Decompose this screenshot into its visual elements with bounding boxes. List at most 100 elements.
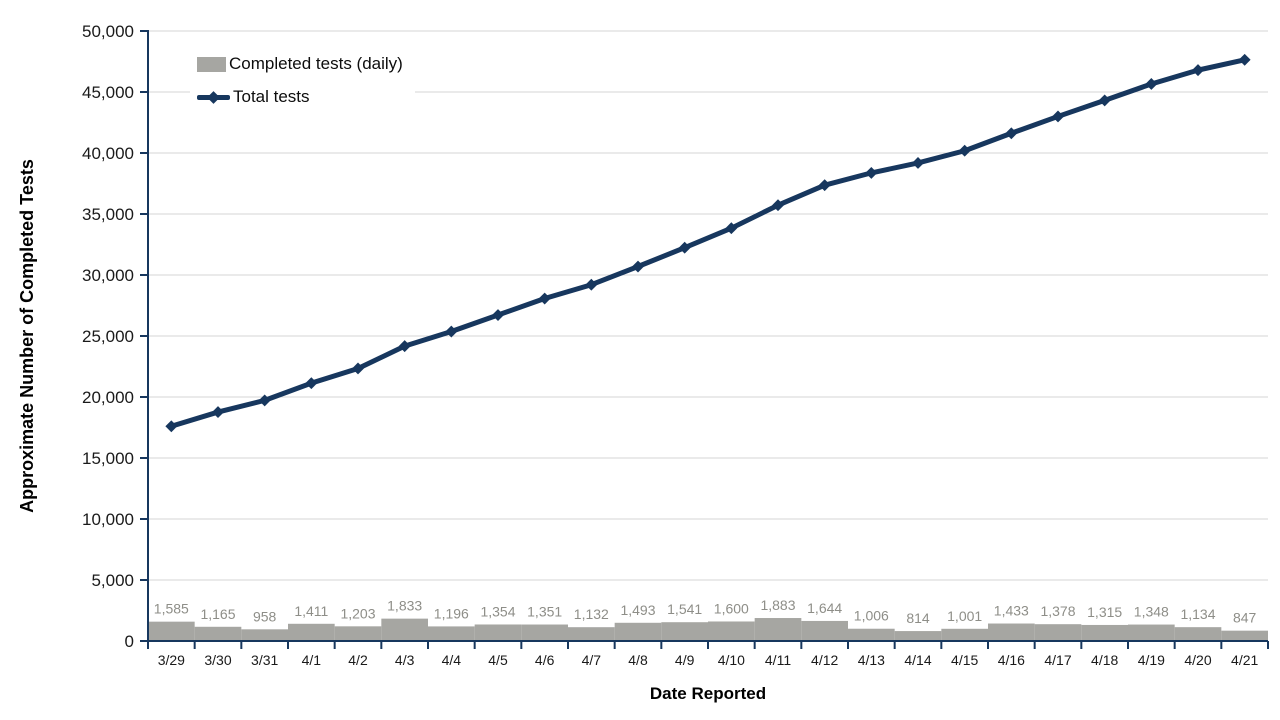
x-tick-label: 4/8	[628, 652, 648, 668]
bar	[148, 621, 195, 641]
bar	[241, 629, 288, 641]
bar-value-label: 1,433	[994, 603, 1029, 619]
x-tick-label: 4/10	[718, 652, 745, 668]
legend-label-daily-tests: Completed tests (daily)	[229, 54, 403, 73]
x-tick-label: 4/18	[1091, 652, 1118, 668]
legend-item-daily-tests: Completed tests (daily)	[197, 51, 403, 77]
bar-value-label: 1,354	[480, 603, 515, 619]
y-tick-label: 45,000	[82, 83, 134, 102]
bar	[988, 623, 1035, 641]
bar-value-label: 1,351	[527, 604, 562, 620]
bar	[848, 628, 895, 641]
x-tick-label: 4/21	[1231, 652, 1258, 668]
x-tick-label: 4/4	[442, 652, 462, 668]
x-axis-title: Date Reported	[649, 684, 767, 703]
x-tick-label: 4/16	[998, 652, 1025, 668]
y-tick-label: 25,000	[82, 327, 134, 346]
bar	[1081, 624, 1128, 641]
line-marker	[165, 420, 178, 433]
y-tick-label: 50,000	[82, 22, 134, 41]
x-tick-label: 4/6	[535, 652, 555, 668]
bar	[521, 624, 568, 641]
x-tick-label: 4/19	[1138, 652, 1165, 668]
x-tick-label: 4/3	[395, 652, 415, 668]
bar-swatch-icon	[197, 56, 226, 72]
line-marker	[1145, 78, 1158, 90]
x-tick-label: 4/15	[951, 652, 978, 668]
x-tick-label: 4/5	[488, 652, 508, 668]
y-tick-label: 0	[125, 632, 134, 651]
x-tick-label: 4/2	[348, 652, 368, 668]
line-marker	[1192, 64, 1204, 77]
y-tick-label: 30,000	[82, 266, 134, 285]
line-marker	[538, 292, 551, 305]
bar-value-label: 1,541	[667, 601, 702, 617]
x-tick-label: 3/30	[204, 652, 231, 668]
bar-value-label: 1,196	[434, 605, 469, 621]
y-tick-label: 10,000	[82, 510, 134, 529]
line-marker-icon	[207, 90, 220, 104]
bar-value-label: 814	[906, 610, 930, 626]
y-tick-label: 15,000	[82, 449, 134, 468]
bar	[801, 620, 848, 641]
bar-value-label: 1,348	[1134, 604, 1169, 620]
x-tick-label: 4/17	[1044, 652, 1071, 668]
line-marker	[1238, 53, 1251, 66]
y-tick-label: 40,000	[82, 144, 134, 163]
bar	[334, 626, 382, 641]
bar	[428, 626, 475, 641]
bar	[941, 628, 988, 641]
y-tick-label: 20,000	[82, 388, 134, 407]
bar	[474, 624, 522, 641]
bar	[661, 622, 708, 641]
line-marker	[1098, 94, 1111, 107]
bar-value-label: 1,600	[714, 600, 749, 616]
line-marker	[912, 157, 924, 169]
bar	[1128, 624, 1175, 641]
x-tick-label: 4/9	[675, 652, 695, 668]
legend-label-total-tests: Total tests	[233, 87, 310, 106]
bar-value-label: 1,585	[154, 601, 189, 617]
bar	[754, 618, 802, 641]
x-tick-label: 4/1	[302, 652, 322, 668]
x-tick-label: 4/20	[1184, 652, 1211, 668]
legend: Completed tests (daily) Total tests	[190, 45, 415, 116]
bar-value-label: 1,134	[1180, 606, 1215, 622]
bar	[568, 627, 615, 641]
x-tick-label: 3/29	[158, 652, 185, 668]
y-axis-title: Approximate Number of Completed Tests	[17, 159, 37, 513]
line-swatch-icon	[197, 90, 230, 104]
x-tick-label: 4/14	[904, 652, 931, 668]
bar-value-label: 1,411	[294, 603, 328, 619]
bar-value-label: 1,644	[807, 600, 842, 616]
bar	[708, 621, 755, 641]
bar	[288, 623, 335, 641]
bar-value-label: 1,001	[947, 608, 982, 624]
line-marker	[212, 406, 224, 419]
y-tick-label: 35,000	[82, 205, 134, 224]
bar-value-label: 1,493	[620, 602, 655, 618]
bar-value-label: 1,378	[1040, 603, 1075, 619]
legend-item-total-tests: Total tests	[197, 84, 403, 110]
bar	[1034, 624, 1082, 641]
bar	[1174, 627, 1222, 641]
bar-value-label: 847	[1233, 610, 1257, 626]
bar-value-label: 1,132	[574, 606, 609, 622]
x-tick-label: 4/13	[858, 652, 885, 668]
x-tick-label: 4/11	[765, 652, 791, 668]
bar	[194, 626, 242, 641]
bar-value-label: 1,203	[340, 605, 375, 621]
bar-value-label: 1,165	[200, 606, 235, 622]
bar	[894, 631, 942, 641]
x-tick-label: 4/12	[811, 652, 838, 668]
bar-value-label: 1,883	[760, 597, 795, 613]
bar	[614, 622, 662, 641]
bar-value-label: 1,315	[1087, 604, 1122, 620]
line-marker	[492, 309, 504, 321]
bar-value-label: 1,833	[387, 598, 422, 614]
y-tick-label: 5,000	[91, 571, 134, 590]
bar	[381, 618, 428, 641]
x-tick-label: 3/31	[251, 652, 278, 668]
